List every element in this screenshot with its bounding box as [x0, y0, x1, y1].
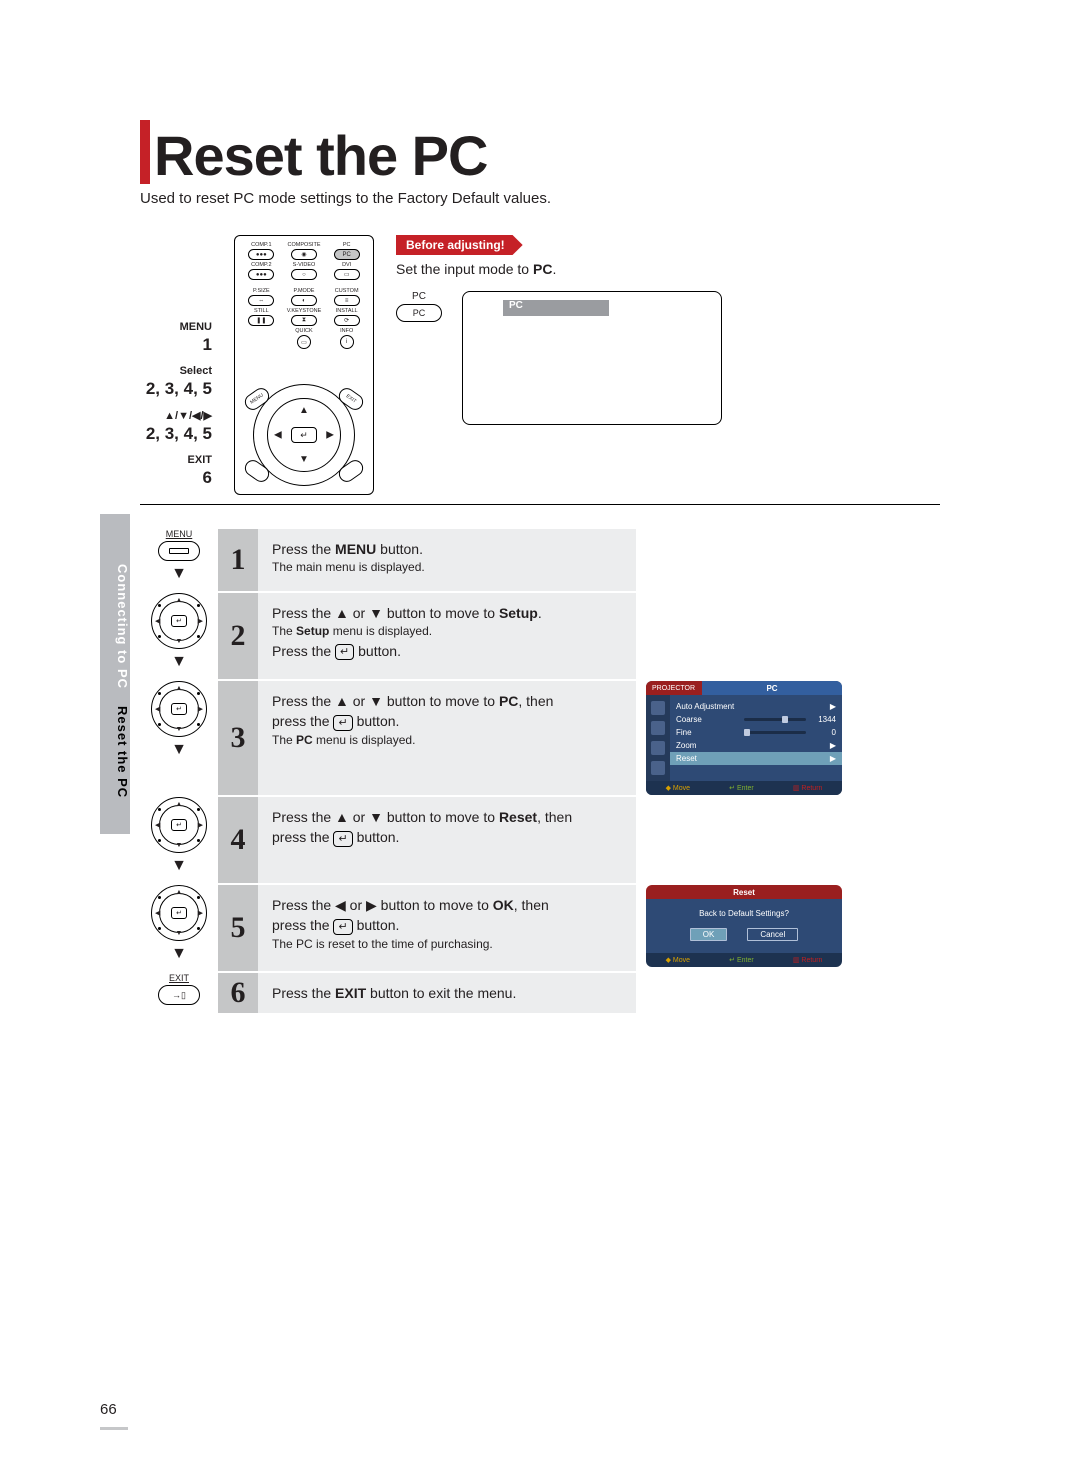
before-column: Before adjusting! Set the input mode to … [396, 235, 940, 425]
step-row-2: ↵ ▲▼◀▶ ▼ 2 Press the ▲ or ▼ button to mo… [140, 593, 940, 679]
remote-btn-vkeystone: V.KEYSTONE [287, 308, 322, 314]
osd-pc-menu: PROJECTORPC Auto Adjustment▶ Coarse1344 … [646, 681, 842, 795]
step-row-4: ↵ ▲▼◀▶ ▼ 4 Press the ▲ or ▼ button to mo… [140, 797, 940, 883]
remote-side-br [336, 457, 366, 485]
chevron-down-icon: ▼ [171, 741, 187, 759]
step-row-1: MENU ▼ 1 Press the MENU button. The main… [140, 529, 940, 591]
enter-icon: ↵ [291, 427, 317, 443]
exit-button-icon: EXIT →▯ [158, 973, 200, 1005]
osd-reset-dialog: Reset Back to Default Settings? OK Cance… [646, 885, 842, 967]
dpad-icon: ↵ ▲▼◀▶ [151, 885, 207, 941]
step-text: Press the MENU button. The main menu is … [258, 529, 636, 591]
pc-oval-icon: PC [396, 304, 442, 322]
step-text: Press the ▲ or ▼ button to move to Setup… [258, 593, 636, 679]
osd-cancel-button: Cancel [747, 928, 798, 941]
remote-btn-psize: P.SIZE [253, 288, 270, 294]
left-arrow-icon: ◀ [274, 430, 282, 441]
enter-icon: ↵ [333, 715, 352, 731]
remote-btn-composite: COMPOSITE [287, 242, 320, 248]
page-number-bar [100, 1427, 128, 1430]
steps: MENU ▼ 1 Press the MENU button. The main… [140, 529, 940, 1013]
step-text: Press the EXIT button to exit the menu. [258, 973, 636, 1013]
remote-side-exit: EXIT [336, 385, 366, 413]
remote-label-menu: MENU [140, 321, 212, 333]
remote-labels: MENU 1 Select 2, 3, 4, 5 ▲/▼/◀/▶ 2, 3, 4… [140, 235, 212, 498]
screen-tab-label: PC [509, 300, 523, 311]
remote-btn-info: INFO [340, 328, 353, 334]
up-arrow-icon: ▲ [299, 405, 309, 416]
side-tab-topic: Reset the PC [115, 706, 130, 798]
step-row-5: ↵ ▲▼◀▶ ▼ 5 Press the ◀ or ▶ button to mo… [140, 885, 940, 971]
chevron-down-icon: ▼ [171, 945, 187, 963]
remote-btn-custom: CUSTOM [335, 288, 359, 294]
page-subtitle: Used to reset PC mode settings to the Fa… [140, 190, 940, 207]
chevron-down-icon: ▼ [171, 857, 187, 875]
before-text: Set the input mode to PC. [396, 261, 940, 277]
remote-btn-comp2: COMP.2 [251, 262, 271, 268]
step-row-3: ↵ ▲▼◀▶ ▼ 3 Press the ▲ or ▼ button to mo… [140, 681, 940, 795]
remote-dpad: MENU EXIT ↵ ▲ ▼ ◀ ▶ [253, 384, 355, 486]
pc-button-box: PC PC [396, 291, 442, 322]
title-accent [140, 120, 150, 184]
before-flag: Before adjusting! [396, 235, 523, 255]
step-number: 6 [231, 976, 246, 1010]
enter-icon: ↵ [333, 831, 352, 847]
step-row-6: EXIT →▯ 6 Press the EXIT button to exit … [140, 973, 940, 1013]
remote-btn-dvi: DVI [342, 262, 351, 268]
page-title: Reset the PC [154, 128, 487, 184]
remote-num-menu: 1 [140, 335, 212, 355]
remote-side-bl [242, 457, 272, 485]
dpad-icon: ↵ ▲▼◀▶ [151, 797, 207, 853]
step-number: 5 [231, 911, 246, 945]
step-text: Press the ▲ or ▼ button to move to PC, t… [258, 681, 636, 795]
remote-diagram: COMP.1●●● COMPOSITE◉ PCPC COMP.2●●● S-VI… [234, 235, 374, 495]
enter-icon: ↵ [333, 919, 352, 935]
remote-btn-still: STILL [254, 308, 269, 314]
step-number: 1 [231, 543, 246, 577]
step-number: 3 [231, 721, 246, 755]
title-bar: Reset the PC [140, 120, 940, 184]
osd-ok-button: OK [690, 928, 728, 941]
remote-num-arrows: 2, 3, 4, 5 [140, 424, 212, 444]
remote-btn-quick: QUICK [295, 328, 312, 334]
remote-num-select: 2, 3, 4, 5 [140, 379, 212, 399]
remote-label-exit: EXIT [140, 454, 212, 466]
remote-num-exit: 6 [140, 468, 212, 488]
menu-button-icon: MENU [158, 529, 200, 561]
top-row: MENU 1 Select 2, 3, 4, 5 ▲/▼/◀/▶ 2, 3, 4… [140, 235, 940, 505]
screen-preview: PC [462, 291, 722, 425]
remote-btn-pmode: P.MODE [293, 288, 314, 294]
step-text: Press the ◀ or ▶ button to move to OK, t… [258, 885, 636, 971]
remote-label-select: Select [140, 365, 212, 377]
step-text: Press the ▲ or ▼ button to move to Reset… [258, 797, 636, 883]
remote-side-menu: MENU [242, 385, 272, 413]
chevron-down-icon: ▼ [171, 565, 187, 583]
step-number: 2 [231, 619, 246, 653]
remote-btn-install: INSTALL [336, 308, 358, 314]
dpad-icon: ↵ ▲▼◀▶ [151, 681, 207, 737]
remote-btn-svideo: S-VIDEO [293, 262, 316, 268]
remote-label-arrows: ▲/▼/◀/▶ [140, 409, 212, 422]
enter-icon: ↵ [335, 644, 354, 660]
remote-btn-comp1: COMP.1 [251, 242, 271, 248]
right-arrow-icon: ▶ [326, 430, 334, 441]
side-tab-section: Connecting to PC [115, 564, 130, 689]
step-number: 4 [231, 823, 246, 857]
dpad-icon: ↵ ▲▼◀▶ [151, 593, 207, 649]
page-number: 66 [100, 1401, 117, 1418]
down-arrow-icon: ▼ [299, 454, 309, 465]
side-tab: Connecting to PC Reset the PC [100, 514, 130, 834]
chevron-down-icon: ▼ [171, 653, 187, 671]
remote-btn-pc: PC [343, 242, 351, 248]
